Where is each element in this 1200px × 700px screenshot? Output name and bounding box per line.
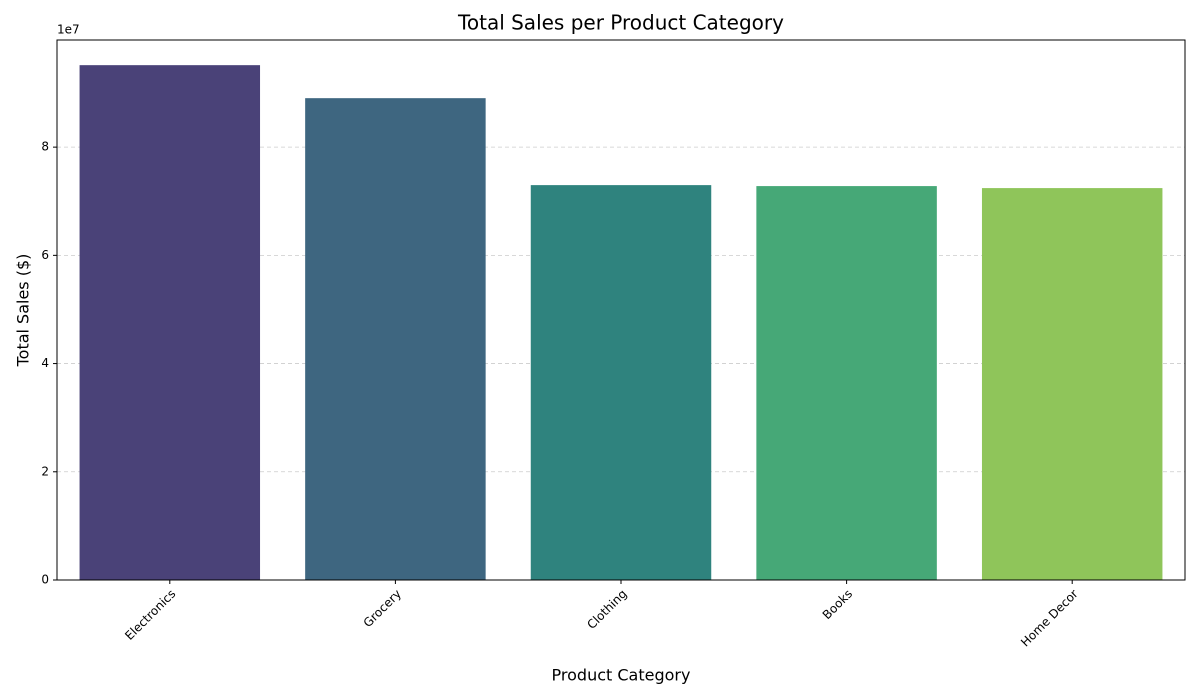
y-tick-label: 4 xyxy=(41,356,49,370)
y-offset-label: 1e7 xyxy=(57,23,80,37)
y-tick-label: 8 xyxy=(41,140,49,154)
y-axis-label: Total Sales ($) xyxy=(14,254,33,368)
bar xyxy=(79,65,261,580)
bars xyxy=(79,65,1163,581)
x-axis-label: Product Category xyxy=(552,666,691,685)
y-tick-label: 2 xyxy=(41,464,49,478)
y-tick-label: 6 xyxy=(41,248,49,262)
bar xyxy=(756,186,937,581)
bar xyxy=(305,98,486,581)
plot-frame xyxy=(56,39,1186,581)
bar xyxy=(981,188,1163,581)
bar xyxy=(530,185,712,581)
chart-title: Total Sales per Product Category xyxy=(457,11,784,35)
y-tick-label: 0 xyxy=(41,573,49,587)
